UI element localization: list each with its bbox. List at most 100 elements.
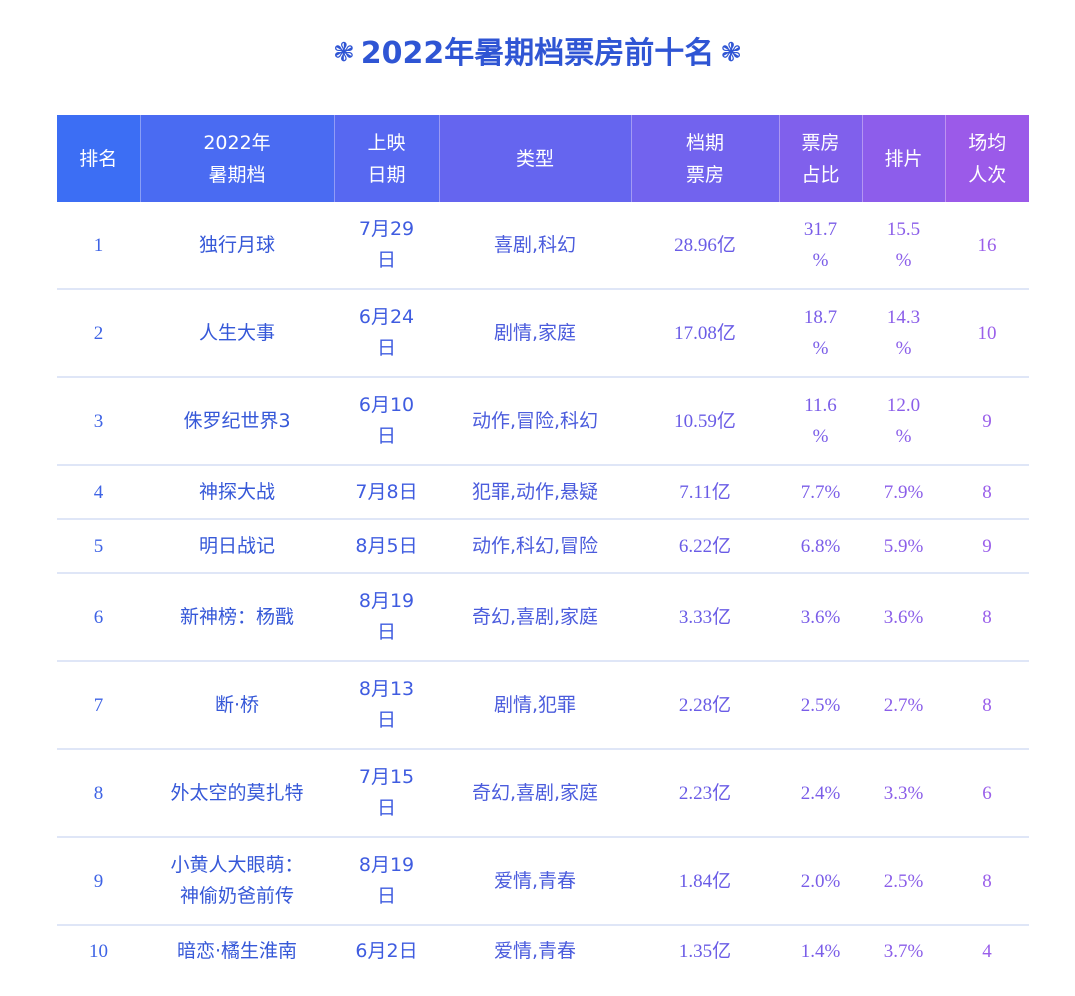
cell-text: 独行月球 <box>198 233 275 256</box>
cell-genre: 爱情,青春 <box>439 925 631 976</box>
cell-text: 6月2日 <box>355 939 418 962</box>
cell-text: 日 <box>376 709 396 731</box>
cell-text: 断·桥 <box>214 693 260 716</box>
flower-icon: ❃ <box>720 38 743 68</box>
cell-sched: 15.5% <box>862 202 945 290</box>
cell-text: 2.23亿 <box>678 782 732 804</box>
cell-text: 31.7 <box>803 219 838 240</box>
cell-text: 10 <box>977 322 997 344</box>
cell-text: 7月29 <box>358 218 415 240</box>
table-header: 排名 2022年 暑期档 上映 日期 类型 档期 票房 票房 占比 排片 场均 人次 <box>57 115 1029 202</box>
cell-att: 16 <box>945 202 1029 290</box>
cell-rank: 10 <box>57 925 140 976</box>
column-header-rank: 排名 <box>57 115 141 202</box>
cell-text: % <box>812 250 829 271</box>
cell-film: 独行月球 <box>140 202 334 290</box>
page-title-text: 2022年暑期档票房前十名 <box>360 36 715 71</box>
cell-film: 明日战记 <box>140 519 334 574</box>
cell-text: % <box>895 250 912 271</box>
table-row: 10 暗恋·橘生淮南 6月2日 爱情,青春 1.35亿 1.4% 3.7% 4 <box>57 925 1029 976</box>
cell-text: 剧情,家庭 <box>493 321 577 344</box>
cell-text: % <box>812 338 829 359</box>
column-header-label: 人次 <box>968 163 1007 186</box>
flower-icon: ❃ <box>332 38 355 68</box>
cell-text: % <box>895 338 912 359</box>
cell-genre: 喜剧,科幻 <box>439 202 631 290</box>
cell-text: 2 <box>93 322 104 344</box>
cell-text: 5 <box>93 535 104 557</box>
cell-text: 8月19 <box>358 854 415 876</box>
cell-text: 3.3% <box>883 782 924 804</box>
cell-rank: 8 <box>57 749 140 838</box>
cell-box: 3.33亿 <box>631 573 779 662</box>
cell-text: 2.28亿 <box>678 694 732 716</box>
cell-text: 2.5% <box>800 694 841 716</box>
column-header-box: 档期 票房 <box>631 115 780 202</box>
cell-share: 7.7% <box>779 465 862 520</box>
column-header-date: 上映 日期 <box>334 115 440 202</box>
cell-text: 剧情,犯罪 <box>493 693 577 716</box>
cell-text: 4 <box>982 940 992 962</box>
column-header-att: 场均 人次 <box>945 115 1029 202</box>
cell-text: 犯罪,动作,悬疑 <box>471 480 599 503</box>
cell-text: 新神榜：杨戬 <box>179 605 294 628</box>
cell-text: 外太空的莫扎特 <box>170 781 304 804</box>
cell-share: 18.7% <box>779 289 862 378</box>
cell-box: 2.28亿 <box>631 661 779 750</box>
cell-rank: 5 <box>57 519 140 574</box>
cell-text: 14.3 <box>886 307 921 328</box>
cell-text: 奇幻,喜剧,家庭 <box>471 781 599 804</box>
cell-text: 18.7 <box>803 307 838 328</box>
cell-share: 31.7% <box>779 202 862 290</box>
cell-film: 断·桥 <box>140 661 334 750</box>
cell-text: 7月15 <box>358 766 415 788</box>
cell-film: 神探大战 <box>140 465 334 520</box>
cell-text: 6 <box>93 606 104 628</box>
column-header-label: 票房 <box>801 131 840 154</box>
cell-text: 10.59亿 <box>674 410 736 432</box>
cell-box: 1.35亿 <box>631 925 779 976</box>
cell-date: 6月2日 <box>334 925 439 976</box>
cell-text: 爱情,青春 <box>493 939 577 962</box>
cell-att: 8 <box>945 661 1029 750</box>
table-body: 1 独行月球 7月29 日喜剧,科幻 28.96亿 31.7% 15.5% 16 2 人生大事 6月… <box>57 202 1029 976</box>
cell-rank: 7 <box>57 661 140 750</box>
column-header-label: 排片 <box>884 147 923 170</box>
cell-text: 小黄人大眼萌： <box>170 854 304 876</box>
cell-box: 17.08亿 <box>631 289 779 378</box>
cell-text: 7月8日 <box>355 480 418 503</box>
cell-text: 8月19 <box>358 590 415 612</box>
cell-text: 17.08亿 <box>674 322 736 344</box>
cell-att: 8 <box>945 573 1029 662</box>
cell-text: 8 <box>982 606 992 628</box>
box-office-table: 排名 2022年 暑期档 上映 日期 类型 档期 票房 票房 占比 排片 场均 人次 1 独行月球 7月29… <box>57 115 1029 976</box>
cell-text: 11.6 <box>804 395 837 416</box>
cell-text: 奇幻,喜剧,家庭 <box>471 605 599 628</box>
cell-film: 侏罗纪世界3 <box>140 377 334 466</box>
cell-date: 8月19 日 <box>334 837 439 926</box>
cell-date: 7月29 日 <box>334 202 439 290</box>
cell-genre: 动作,冒险,科幻 <box>439 377 631 466</box>
cell-text: 16 <box>977 234 997 256</box>
cell-rank: 6 <box>57 573 140 662</box>
cell-genre: 爱情,青春 <box>439 837 631 926</box>
cell-rank: 4 <box>57 465 140 520</box>
cell-text: 3.6% <box>800 606 841 628</box>
cell-box: 2.23亿 <box>631 749 779 838</box>
column-header-label: 票房 <box>685 163 724 186</box>
cell-share: 6.8% <box>779 519 862 574</box>
cell-text: 9 <box>982 410 992 432</box>
table-row: 2 人生大事 6月24 日剧情,家庭 17.08亿 18.7% 14.3% 10 <box>57 289 1029 378</box>
cell-sched: 3.6% <box>862 573 945 662</box>
header-row: 排名 2022年 暑期档 上映 日期 类型 档期 票房 票房 占比 排片 场均 人次 <box>57 115 1029 202</box>
column-header-label: 排名 <box>79 147 118 170</box>
column-header-genre: 类型 <box>439 115 632 202</box>
table-row: 4 神探大战 7月8日 犯罪,动作,悬疑 7.11亿 7.7% 7.9% 8 <box>57 465 1029 520</box>
cell-genre: 犯罪,动作,悬疑 <box>439 465 631 520</box>
cell-text: 1.84亿 <box>678 870 732 892</box>
cell-text: 爱情,青春 <box>493 869 577 892</box>
cell-box: 28.96亿 <box>631 202 779 290</box>
cell-text: 日 <box>376 797 396 819</box>
cell-rank: 3 <box>57 377 140 466</box>
cell-text: 10 <box>89 940 108 962</box>
